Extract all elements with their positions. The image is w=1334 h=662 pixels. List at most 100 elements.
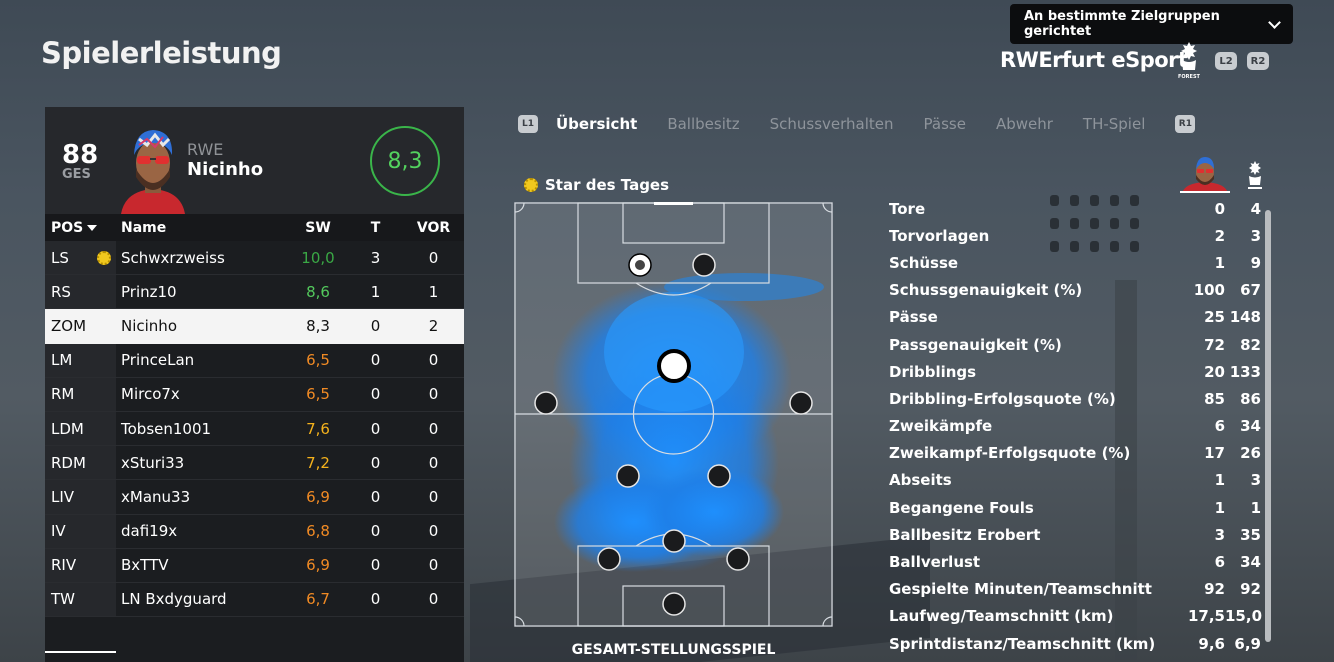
stat-player-value: 6 — [1214, 417, 1225, 436]
row-rating: 6,7 — [306, 590, 330, 609]
table-row[interactable]: TW LN Bxdyguard 6,7 0 0 — [45, 582, 464, 618]
stat-team-value: 133 — [1229, 362, 1261, 381]
stat-row: Sprintdistanz/Teamschnitt (km) 9,6 6,9 — [889, 630, 1261, 657]
player-marker-rs[interactable] — [692, 253, 716, 277]
stat-player-value: 25 — [1204, 308, 1225, 327]
pos-column-underline — [45, 651, 116, 653]
stat-row: Dribbling-Erfolgsquote (%) 85 86 — [889, 385, 1261, 412]
stat-row: Ballbesitz Erobert 3 35 — [889, 521, 1261, 548]
row-name: xManu33 — [121, 487, 191, 506]
player-marker-iv[interactable] — [662, 529, 686, 553]
stat-team-value: 1 — [1250, 498, 1261, 517]
stat-row: Begangene Fouls 1 1 — [889, 494, 1261, 521]
stat-team-value: 34 — [1240, 553, 1261, 572]
stat-row: Dribblings 20 133 — [889, 358, 1261, 385]
stat-player-value: 17,5 — [1187, 607, 1225, 626]
table-row[interactable]: ZOM Nicinho 8,3 0 2 — [45, 309, 464, 344]
row-rating: 6,8 — [306, 522, 330, 541]
row-name: Tobsen1001 — [121, 419, 212, 438]
tab-uebersicht[interactable]: Übersicht — [556, 115, 638, 133]
row-rating: 6,5 — [306, 351, 330, 370]
stat-tabs: L1 Übersicht Ballbesitz Schussverhalten … — [518, 112, 1213, 136]
stat-label: Begangene Fouls — [889, 498, 1034, 517]
stat-label: Laufweg/Teamschnitt (km) — [889, 607, 1114, 626]
stat-row: Abseits 1 3 — [889, 467, 1261, 494]
table-row[interactable]: RS Prinz10 8,6 1 1 — [45, 275, 464, 310]
stat-row: Pässe 25 148 — [889, 304, 1261, 331]
r1-button[interactable]: R1 — [1175, 115, 1196, 133]
player-marker-rm[interactable] — [789, 391, 813, 415]
table-row[interactable]: LDM Tobsen1001 7,6 0 0 — [45, 411, 464, 447]
stat-row: Laufweg/Teamschnitt (km) 17,5 15,0 — [889, 603, 1262, 630]
stat-label: Dribbling-Erfolgsquote (%) — [889, 389, 1116, 408]
stats-list: Tore 0 4 Torvorlagen 2 3 Schüsse 1 9 Schussgenaui… — [889, 195, 1262, 657]
team-stat-column-crest-icon — [1248, 161, 1262, 189]
column-header-pos[interactable]: POS — [45, 214, 116, 241]
player-stat-column-avatar — [1180, 157, 1230, 193]
row-assists: 2 — [428, 317, 439, 336]
row-rating: 6,9 — [306, 487, 330, 506]
column-header-vor[interactable]: VOR — [416, 219, 451, 236]
stat-player-value: 1 — [1214, 498, 1225, 517]
stat-row: Zweikampf-Erfolgsquote (%) 17 26 — [889, 440, 1261, 467]
player-marker-liv[interactable] — [597, 547, 621, 571]
table-row[interactable]: LM PrinceLan 6,5 0 0 — [45, 343, 464, 378]
stat-team-value: 4 — [1250, 199, 1261, 218]
tab-schussverhalten[interactable]: Schussverhalten — [769, 115, 894, 133]
table-header: POS Name SW T VOR — [45, 214, 464, 241]
table-row[interactable]: LIV xManu33 6,9 0 0 — [45, 480, 464, 515]
tab-abwehr[interactable]: Abwehr — [995, 115, 1053, 133]
stats-scrollbar[interactable] — [1265, 210, 1271, 642]
player-header: 88 GES RWE Nicinho 8,3 — [45, 107, 464, 214]
stat-team-value: 82 — [1240, 335, 1261, 354]
l2-button[interactable]: L2 — [1215, 52, 1237, 70]
player-marker-ldm[interactable] — [616, 464, 640, 488]
row-name: Prinz10 — [121, 282, 177, 301]
audience-dropdown[interactable]: An bestimmte Zielgruppen gerichtet — [1010, 4, 1293, 44]
row-position: LIV — [45, 480, 116, 514]
stat-row: Gespielte Minuten/Teamschnitt 92 92 — [889, 576, 1261, 603]
table-row[interactable]: RIV BxTTV 6,9 0 0 — [45, 548, 464, 583]
row-goals: 0 — [370, 590, 381, 609]
tab-th-spiel[interactable]: TH-Spiel — [1082, 115, 1146, 133]
row-goals: 0 — [370, 317, 381, 336]
player-avatar — [121, 130, 185, 214]
player-marker-riv[interactable] — [726, 547, 750, 571]
row-goals: 0 — [370, 419, 381, 438]
r2-button[interactable]: R2 — [1247, 52, 1269, 70]
table-row[interactable]: RDM xSturi33 7,2 0 0 — [45, 446, 464, 481]
column-header-sw[interactable]: SW — [305, 219, 331, 236]
audience-dropdown-label: An bestimmte Zielgruppen gerichtet — [1024, 9, 1220, 39]
stat-team-value: 34 — [1240, 417, 1261, 436]
row-assists: 0 — [428, 522, 439, 541]
table-row[interactable]: RM Mirco7x 6,5 0 0 — [45, 377, 464, 412]
player-marker-tw[interactable] — [662, 592, 686, 616]
player-table: POS Name SW T VOR LS Schwxrzweiss 10,0 3 0 RS… — [45, 214, 464, 618]
player-panel: 88 GES RWE Nicinho 8,3 POS Name SW T VOR — [45, 107, 464, 662]
row-name: xSturi33 — [121, 453, 185, 472]
player-markers — [534, 253, 813, 616]
column-header-name[interactable]: Name — [121, 219, 167, 236]
row-rating: 7,2 — [306, 453, 330, 472]
match-rating-badge: 8,3 — [370, 126, 440, 196]
stat-label: Pässe — [889, 308, 938, 327]
match-rating-value: 8,3 — [387, 148, 423, 174]
player-marker-rdm[interactable] — [707, 464, 731, 488]
row-goals: 0 — [370, 453, 381, 472]
stat-team-value: 86 — [1240, 389, 1261, 408]
stat-label: Passgenauigkeit (%) — [889, 335, 1062, 354]
tab-paesse[interactable]: Pässe — [923, 115, 966, 133]
l1-button[interactable]: L1 — [518, 115, 538, 133]
stat-team-value: 6,9 — [1234, 634, 1261, 653]
stat-team-value: 67 — [1240, 281, 1261, 300]
row-position: RIV — [45, 548, 116, 582]
table-body: LS Schwxrzweiss 10,0 3 0 RS Prinz10 8,6 1 1 ZOM Nic… — [45, 241, 464, 618]
table-row[interactable]: IV dafi19x 6,8 0 0 — [45, 514, 464, 549]
table-row[interactable]: LS Schwxrzweiss 10,0 3 0 — [45, 241, 464, 276]
player-marker-lm[interactable] — [534, 391, 558, 415]
row-assists: 0 — [428, 453, 439, 472]
player-name: Nicinho — [187, 159, 264, 180]
pitch-caption: GESAMT-STELLUNGSSPIEL — [571, 642, 776, 658]
tab-ballbesitz[interactable]: Ballbesitz — [667, 115, 740, 133]
column-header-t[interactable]: T — [370, 219, 381, 236]
